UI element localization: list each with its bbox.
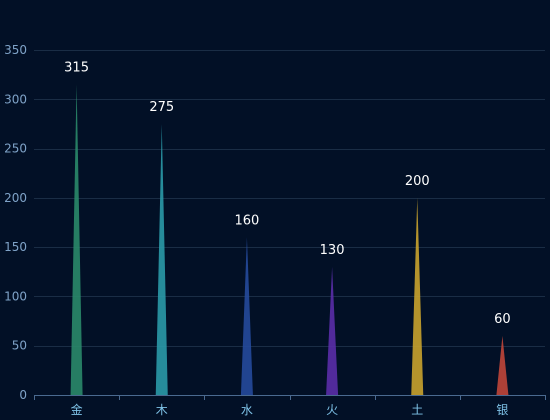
y-tick-label: 250	[4, 142, 27, 156]
y-tick-label: 300	[4, 92, 27, 106]
x-axis-tick-marks	[34, 395, 546, 400]
bar	[70, 84, 83, 395]
y-axis-ticks: 0 50 100 150 200 250 300 350	[4, 43, 27, 402]
bar	[326, 266, 339, 395]
x-tick-label: 水	[241, 403, 253, 417]
x-tick-label: 土	[411, 403, 423, 417]
data-label: 275	[149, 100, 174, 115]
x-tick-label: 火	[326, 403, 338, 417]
bar	[155, 123, 168, 395]
grid-lines	[34, 50, 545, 347]
y-tick-label: 200	[4, 191, 27, 205]
bar	[496, 335, 509, 395]
data-label: 315	[64, 61, 89, 76]
x-axis-labels: 金木水火土银	[71, 402, 509, 417]
x-tick-label: 木	[156, 403, 168, 417]
y-tick-label: 100	[4, 289, 27, 303]
x-tick-label: 金	[71, 402, 83, 417]
y-tick-label: 350	[4, 43, 27, 57]
x-tick-label: 银	[496, 403, 508, 417]
bar	[240, 237, 253, 395]
bars	[70, 84, 509, 395]
y-tick-label: 0	[19, 388, 27, 402]
data-label: 160	[235, 213, 260, 228]
data-labels: 315 275 160 130 200 60	[64, 61, 511, 327]
bar	[411, 197, 424, 395]
data-label: 60	[494, 312, 511, 327]
y-tick-label: 50	[12, 339, 27, 353]
data-label: 200	[405, 174, 430, 189]
y-tick-label: 150	[4, 240, 27, 254]
data-label: 130	[320, 243, 345, 258]
